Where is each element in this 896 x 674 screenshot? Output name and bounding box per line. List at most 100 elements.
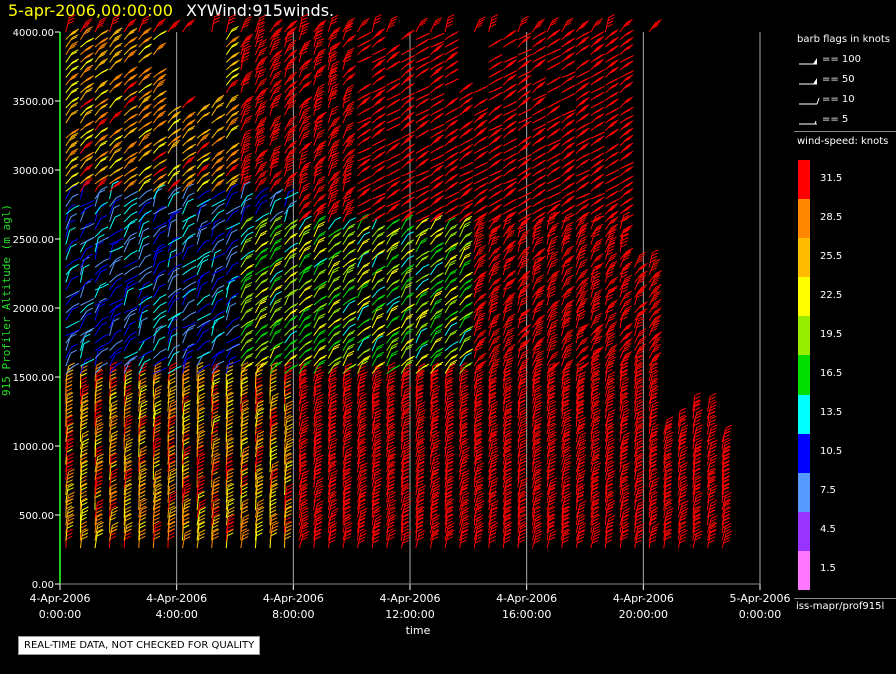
wind-barb: [65, 227, 76, 245]
wind-barb: [196, 220, 208, 238]
wind-barb: [152, 73, 167, 86]
wind-barb: [546, 76, 561, 86]
colorbar-cell: [798, 199, 810, 239]
wind-barb: [167, 350, 180, 367]
wind-barb: [386, 315, 400, 329]
wind-barb: [167, 407, 177, 427]
wind-barb: [167, 236, 182, 245]
wind-barb: [138, 295, 149, 313]
wind-barb: [138, 400, 148, 420]
wind-barb: [240, 236, 253, 253]
wind-barb: [94, 103, 108, 116]
wind-barb: [109, 245, 124, 253]
wind-barb: [400, 264, 415, 276]
wind-barb: [605, 159, 620, 170]
wind-barb: [182, 324, 196, 336]
wind-barb: [79, 438, 90, 458]
wind-barb: [473, 85, 489, 94]
wind-barb: [138, 103, 152, 116]
wind-barb: [94, 499, 104, 518]
wind-barb: [196, 499, 207, 518]
wind-barb: [532, 107, 547, 116]
wind-barb: [80, 223, 95, 230]
wind-barb: [532, 167, 547, 177]
wind-barb: [561, 92, 576, 101]
wind-barb: [532, 159, 547, 170]
wind-barb: [502, 240, 517, 253]
wind-barb: [561, 109, 576, 116]
wind-barb: [605, 53, 620, 63]
wind-barb: [65, 58, 79, 71]
wind-barb: [80, 64, 94, 78]
wind-barb: [561, 299, 575, 314]
wind-barb: [488, 124, 503, 132]
wind-barb: [182, 198, 194, 215]
wind-barb: [123, 202, 138, 215]
wind-barb: [401, 206, 416, 215]
wind-barb: [357, 56, 372, 63]
wind-barb: [473, 135, 488, 147]
wind-barb: [226, 359, 241, 367]
wind-barb: [138, 407, 148, 427]
wind-barb: [619, 70, 634, 78]
wind-barb: [226, 222, 241, 230]
wind-barb: [109, 166, 124, 177]
wind-barb: [357, 325, 372, 336]
wind-barb: [371, 151, 386, 162]
wind-barb: [65, 28, 80, 40]
wind-barb: [619, 214, 634, 223]
wind-barb: [182, 281, 197, 291]
wind-barb: [532, 145, 547, 154]
wind-barb: [79, 26, 93, 40]
wind-barb: [94, 186, 108, 200]
wind-barb: [196, 258, 209, 276]
wind-barb: [196, 321, 210, 336]
wind-barb: [415, 56, 430, 63]
wind-barb: [65, 392, 74, 412]
wind-barb: [152, 104, 167, 116]
wind-barb: [415, 85, 430, 94]
wind-barb: [430, 32, 445, 41]
wind-barb: [65, 213, 77, 230]
wind-barb: [415, 189, 430, 200]
wind-barb: [123, 483, 133, 503]
wind-barb: [473, 212, 488, 223]
colorbar-cell: [798, 355, 810, 395]
wind-barb: [182, 96, 196, 109]
wind-barb: [138, 385, 148, 404]
wind-barb: [152, 79, 166, 93]
x-tick-time: 4:00:00: [155, 608, 197, 621]
wind-barb: [138, 43, 152, 56]
wind-barb: [65, 453, 74, 473]
wind-barb: [123, 232, 138, 245]
wind-barb: [94, 258, 109, 268]
wind-barb: [590, 69, 605, 78]
colorbar-label: 4.5: [820, 524, 836, 536]
wind-barb: [459, 335, 472, 351]
wind-barb: [65, 306, 79, 321]
wind-barb: [575, 76, 591, 86]
wind-barb: [138, 200, 152, 215]
wind-barb: [488, 174, 503, 185]
wind-barb: [430, 247, 444, 260]
wind-barb: [123, 468, 133, 488]
barb-flag-icon: [799, 120, 817, 125]
wind-barb: [517, 308, 531, 321]
wind-barb: [430, 93, 445, 101]
wind-barb: [415, 227, 430, 238]
wind-barb: [590, 113, 605, 124]
wind-barb: [488, 158, 503, 169]
wind-barb: [415, 46, 430, 56]
wind-barb: [284, 204, 295, 222]
wind-barb: [65, 362, 75, 382]
wind-barb: [546, 54, 562, 63]
wind-barb: [371, 36, 386, 48]
wind-barb: [386, 241, 400, 253]
wind-barb: [80, 140, 94, 154]
wind-barb: [94, 283, 110, 291]
wind-barb: [138, 66, 153, 78]
wind-barb: [605, 190, 620, 200]
wind-barb: [211, 126, 225, 139]
wind-barb: [138, 468, 148, 488]
wind-barb: [167, 273, 180, 291]
